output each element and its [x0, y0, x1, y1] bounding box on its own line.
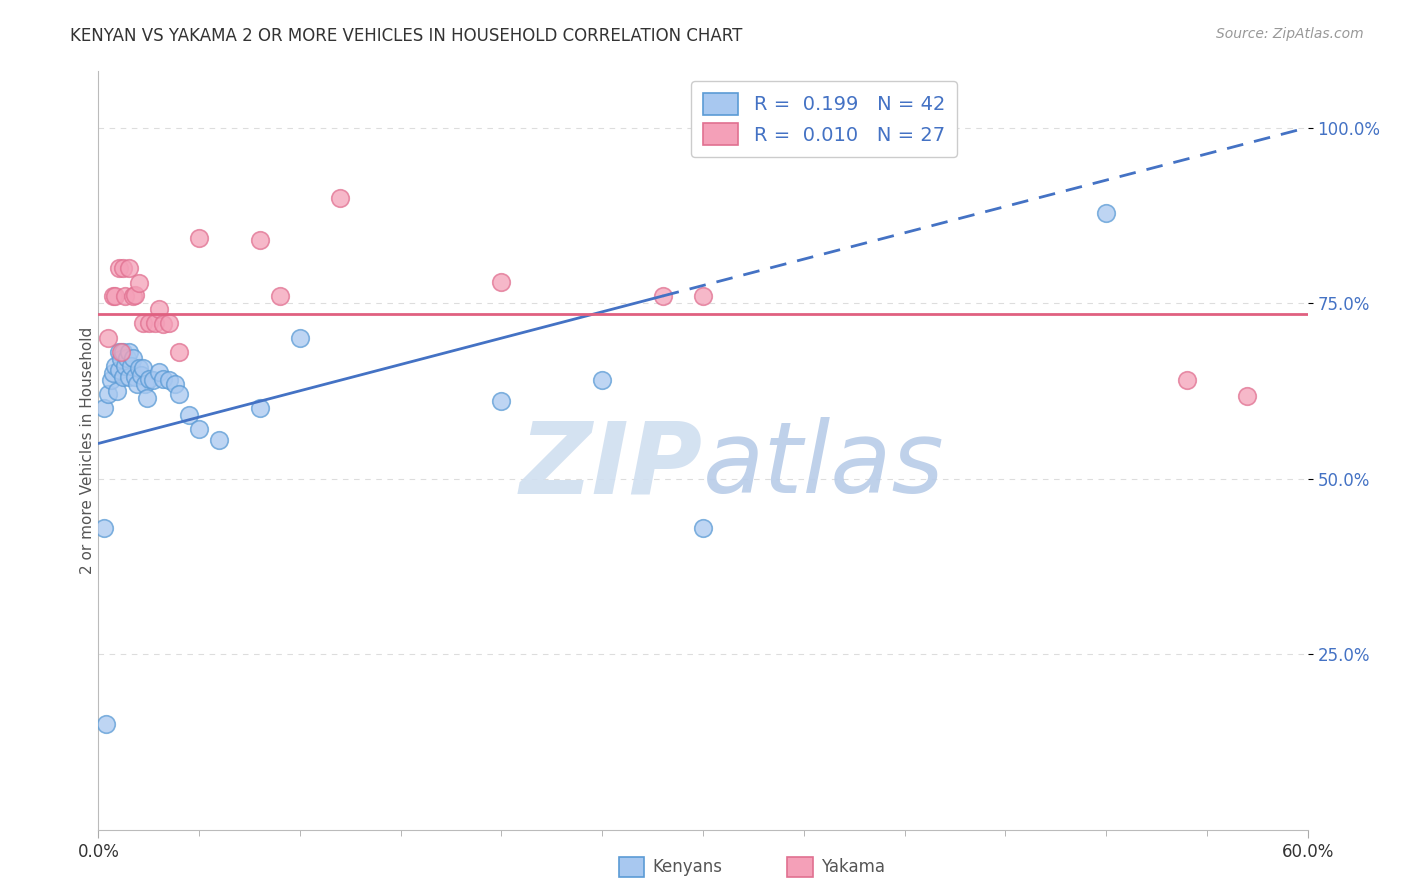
Text: Kenyans: Kenyans [652, 858, 723, 876]
Point [115, 351, 138, 365]
Point [135, 391, 157, 405]
Point [167, 345, 190, 359]
Y-axis label: 2 or more Vehicles in Household: 2 or more Vehicles in Household [80, 326, 94, 574]
Point [118, 345, 141, 359]
Point [107, 260, 129, 275]
Point [692, 289, 714, 303]
Point [124, 369, 146, 384]
Point [111, 345, 134, 359]
Point [249, 401, 271, 416]
Point [114, 289, 136, 303]
Point [118, 369, 141, 384]
Point [93, 401, 115, 416]
Point [152, 372, 174, 386]
Point [1095, 206, 1118, 220]
Point [128, 360, 150, 375]
Point [132, 360, 155, 375]
Text: ZIP: ZIP [520, 417, 703, 514]
Point [157, 373, 180, 387]
Point [208, 433, 231, 447]
Point [101, 289, 124, 303]
Point [188, 422, 211, 436]
Point [129, 368, 152, 382]
Point [107, 362, 129, 376]
Point [269, 289, 291, 303]
Point [118, 260, 141, 275]
Point [125, 376, 148, 391]
Point [110, 345, 132, 359]
Point [1175, 373, 1198, 387]
Point [163, 376, 186, 391]
Point [1236, 389, 1258, 403]
Text: KENYAN VS YAKAMA 2 OR MORE VEHICLES IN HOUSEHOLD CORRELATION CHART: KENYAN VS YAKAMA 2 OR MORE VEHICLES IN H… [70, 27, 742, 45]
Point [491, 275, 513, 289]
Point [188, 231, 211, 245]
Point [692, 521, 714, 535]
Point [132, 316, 155, 330]
Point [134, 376, 156, 391]
Text: Yakama: Yakama [821, 858, 886, 876]
Point [111, 369, 134, 384]
Point [97, 331, 120, 345]
Point [138, 316, 160, 330]
Text: atlas: atlas [703, 417, 945, 514]
Point [114, 359, 136, 374]
Point [152, 317, 174, 331]
Point [142, 373, 165, 387]
Point [651, 289, 673, 303]
Point [128, 277, 150, 291]
Point [138, 372, 160, 386]
Point [591, 373, 613, 387]
Point [120, 359, 142, 374]
Point [143, 316, 166, 330]
Point [121, 289, 143, 303]
Point [101, 366, 124, 380]
Point [124, 287, 146, 301]
Point [491, 394, 513, 409]
Point [111, 260, 134, 275]
Point [179, 409, 201, 423]
Point [103, 289, 125, 303]
Point [148, 301, 170, 316]
Point [103, 359, 125, 374]
Legend: R =  0.199   N = 42, R =  0.010   N = 27: R = 0.199 N = 42, R = 0.010 N = 27 [692, 81, 956, 157]
Point [97, 387, 120, 401]
Point [96, 717, 118, 731]
Point [167, 387, 190, 401]
Point [288, 331, 311, 345]
Point [110, 352, 132, 367]
Point [100, 373, 122, 387]
Point [105, 384, 128, 398]
Point [329, 191, 352, 205]
Point [249, 233, 271, 247]
Point [121, 351, 143, 365]
Point [148, 365, 170, 379]
Point [157, 316, 180, 330]
Point [93, 521, 115, 535]
Point [107, 345, 129, 359]
Text: Source: ZipAtlas.com: Source: ZipAtlas.com [1216, 27, 1364, 41]
